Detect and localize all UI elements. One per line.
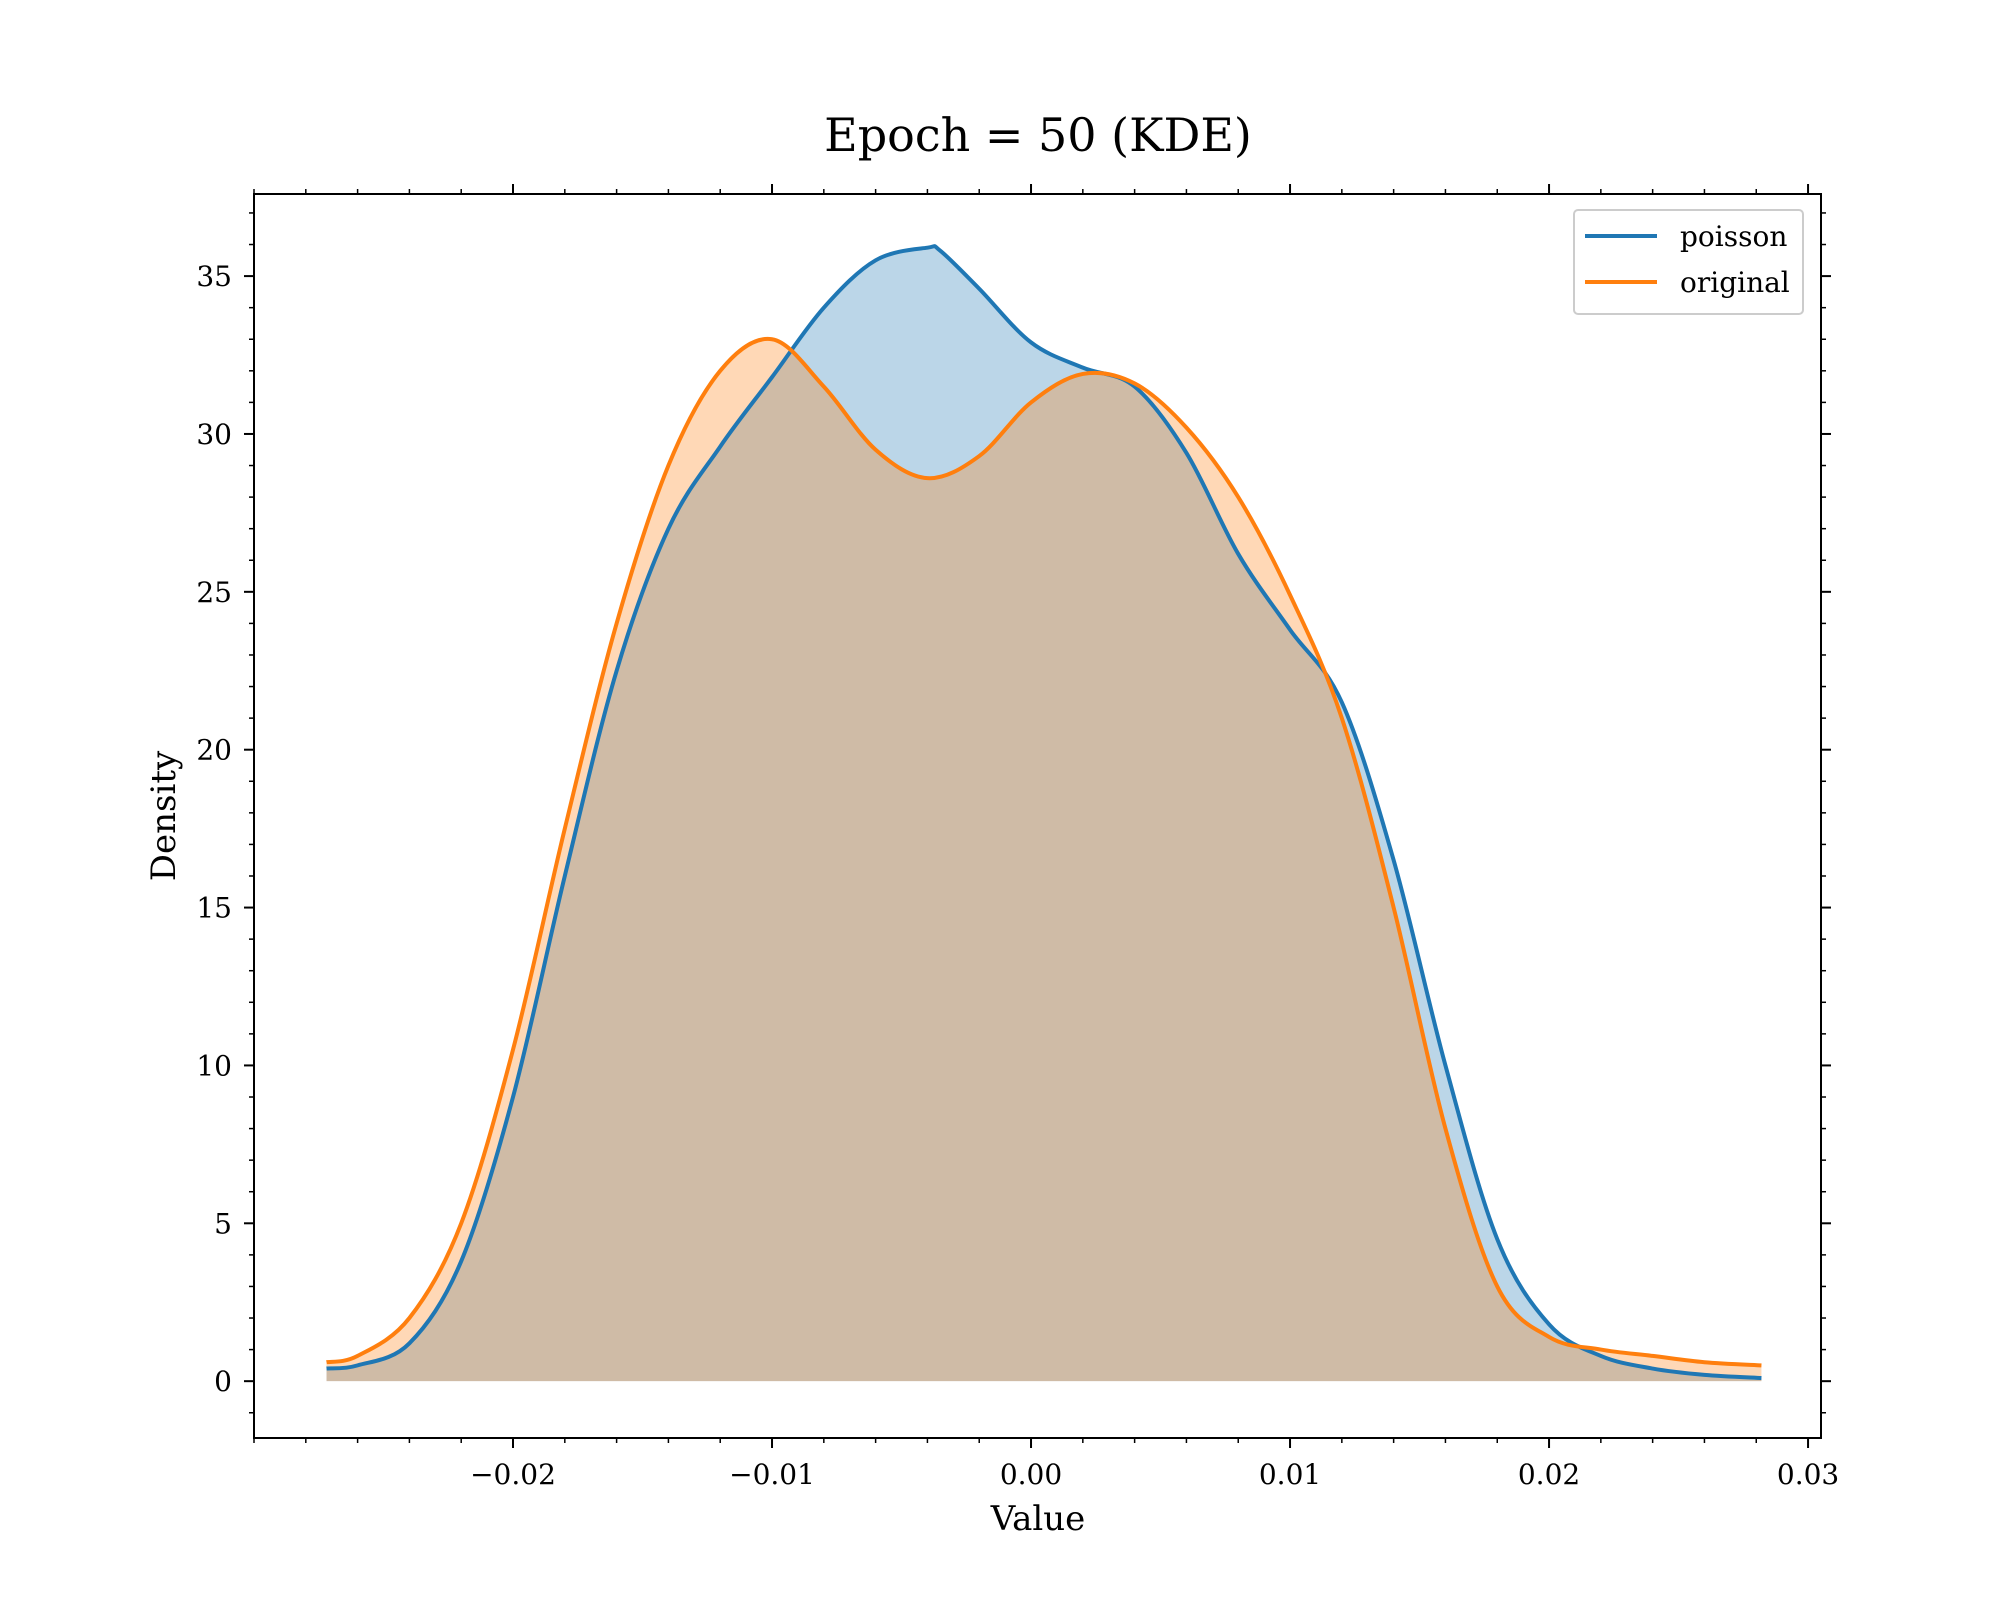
area-fill-poisson [326,246,1762,1382]
x-tick-label: 0.00 [1000,1458,1062,1491]
y-tick-label: 35 [196,260,232,293]
x-axis-label: Value [990,1499,1086,1539]
y-axis-label: Density [144,750,184,881]
chart-title: Epoch = 50 (KDE) [824,108,1252,162]
x-tick-label: −0.01 [729,1458,815,1491]
plot-frame [253,193,1822,1439]
x-tick-label: 0.03 [1777,1458,1839,1491]
y-tick-label: 15 [196,892,232,925]
y-tick-label: 5 [214,1207,232,1240]
y-axis-ticks: 0 5 10 15 20 25 30 35 [196,212,1831,1414]
y-tick-label: 30 [196,418,232,451]
line-poisson [326,244,1762,1381]
y-tick-label: 10 [196,1049,232,1082]
legend-label-poisson: poisson [1680,220,1787,253]
x-tick-label: 0.01 [1259,1458,1321,1491]
x-tick-label: 0.02 [1518,1458,1580,1491]
series-lines [326,244,1762,1381]
y-tick-label: 20 [196,734,232,767]
area-fill-original [326,338,1762,1382]
legend: poisson original [1573,209,1804,315]
series-fills [326,246,1762,1382]
line-original [326,336,1762,1368]
x-tick-label: −0.02 [470,1458,556,1491]
y-tick-label: 25 [196,576,232,609]
legend-label-original: original [1680,266,1790,299]
y-tick-label: 0 [214,1365,232,1398]
x-axis-ticks: −0.02 −0.01 0.00 0.01 0.02 0.03 [253,184,1839,1491]
